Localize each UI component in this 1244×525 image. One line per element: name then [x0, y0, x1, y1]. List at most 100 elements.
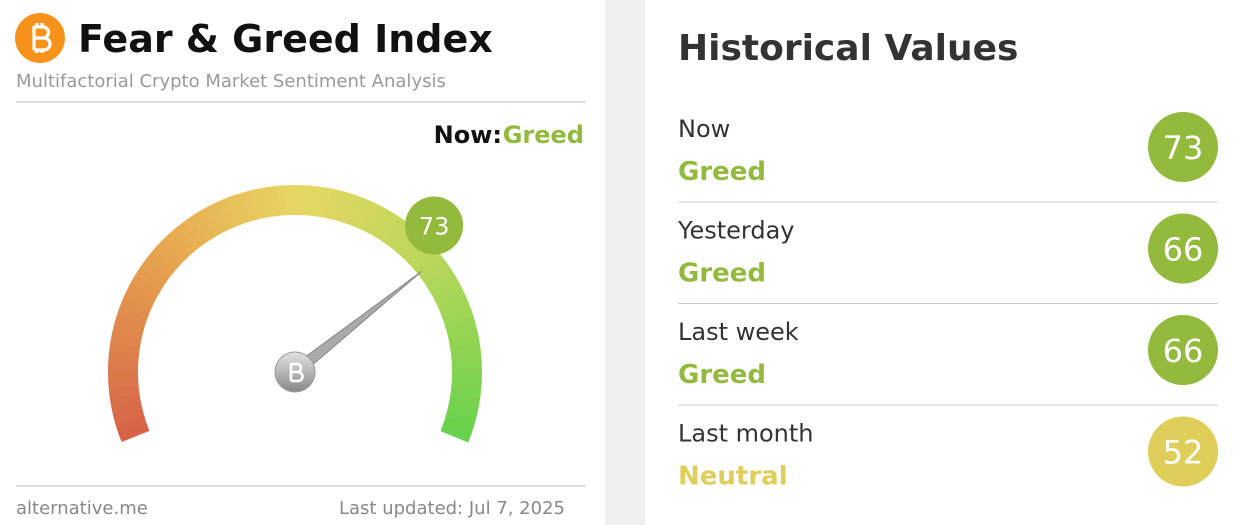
arc-segment: [444, 316, 477, 334]
arc-segment: [110, 333, 142, 349]
arc-segment: [126, 282, 158, 305]
arc-segment: [347, 195, 367, 228]
arc-segment: [156, 238, 185, 267]
arc-segment: [145, 252, 175, 279]
arc-segment: [425, 267, 456, 292]
arc-segment: [150, 245, 180, 272]
gauge-svg: Fear & Greed Index Multifactorial Crypto…: [15, 13, 586, 519]
arc-segment: [440, 423, 472, 443]
arc-segment: [139, 259, 170, 285]
arc-segment: [451, 378, 482, 390]
arc-segment: [115, 415, 147, 434]
arc-segment: [361, 202, 384, 234]
value: 73: [1163, 129, 1204, 167]
arc-segment: [130, 274, 161, 298]
source: alternative.me: [16, 498, 148, 519]
arc-segment: [443, 416, 475, 434]
arc-segment: [223, 195, 243, 227]
subtitle: Multifactorial Crypto Market Sentiment A…: [16, 71, 446, 92]
value-badge: [1148, 112, 1218, 182]
history-panel: Historical Values Now Greed 73 Yesterday Gre…: [645, 0, 1244, 525]
history-svg: Historical Values Now Greed 73 Yesterday Gre…: [677, 28, 1218, 492]
hub-glyph: [289, 362, 304, 383]
arc-segment: [135, 267, 166, 291]
arc-segment: [302, 185, 314, 216]
gauge-arc: [108, 184, 482, 443]
arc-segment: [111, 325, 144, 341]
arc-segment: [207, 202, 229, 234]
arc-segment: [122, 290, 154, 312]
arc-segment: [447, 401, 479, 417]
value-badge: [1148, 315, 1218, 385]
arc-segment: [108, 378, 139, 389]
classification: Greed: [678, 157, 766, 187]
arc-segment: [433, 283, 464, 305]
arc-segment: [415, 252, 446, 279]
arc-segment: [410, 245, 440, 273]
gauge-value: 73: [419, 213, 450, 241]
arc-segment: [445, 408, 477, 426]
arc-segment: [258, 186, 273, 219]
arc-segment: [184, 215, 209, 246]
period: Last week: [678, 318, 799, 346]
arc-segment: [448, 334, 480, 349]
arc-segment: [325, 188, 341, 220]
arc-segment: [163, 232, 191, 261]
arc-segment: [118, 423, 150, 443]
now-classification: Greed: [503, 121, 584, 149]
gauge-bubble: [405, 196, 464, 255]
arc-segment: [191, 211, 216, 242]
arc-segment: [176, 221, 203, 251]
arc-segment: [368, 206, 392, 238]
classification: Greed: [678, 360, 766, 390]
arc-segment: [276, 185, 288, 216]
history-title: Historical Values: [678, 28, 1018, 69]
arc-segment: [332, 190, 350, 222]
arc-segment: [249, 188, 265, 220]
arc-segment: [113, 316, 146, 334]
arc-segment: [375, 211, 399, 242]
arc-segment: [317, 187, 332, 219]
arc-segment: [442, 308, 474, 327]
arc-segment: [108, 385, 140, 399]
arc-segment: [449, 393, 481, 408]
period: Now: [678, 115, 730, 143]
arc-segment: [436, 291, 468, 312]
arc-segment: [451, 352, 482, 364]
arc-segment: [215, 198, 236, 230]
value: 52: [1163, 434, 1204, 472]
classification: Greed: [678, 259, 766, 289]
arc-segment: [420, 259, 451, 285]
arc-segment: [199, 206, 222, 238]
arc-segment: [108, 351, 139, 364]
bitcoin-glyph: [32, 23, 52, 53]
value: 66: [1163, 332, 1204, 370]
arc-segment: [169, 226, 197, 256]
arc-segment: [450, 386, 482, 399]
title: Fear & Greed Index: [78, 17, 493, 61]
period: Last month: [678, 420, 814, 448]
arc-segment: [116, 307, 148, 326]
arc-segment: [439, 299, 471, 319]
value: 66: [1163, 231, 1204, 269]
classification: Neutral: [678, 462, 788, 492]
now-label: Now:: [434, 121, 502, 149]
last-updated: Last updated: Jul 7, 2025: [339, 498, 565, 519]
arc-segment: [447, 325, 479, 341]
value-badge: [1148, 416, 1218, 487]
arc-segment: [109, 393, 141, 408]
arc-segment: [340, 192, 359, 225]
value-badge: [1148, 213, 1218, 284]
gauge-panel: Fear & Greed Index Multifactorial Crypto…: [0, 0, 605, 525]
arc-segment: [450, 343, 482, 357]
arc-segment: [113, 408, 145, 425]
arc-segment: [310, 185, 323, 217]
arc-segment: [232, 192, 251, 225]
period: Yesterday: [677, 217, 795, 245]
arc-segment: [119, 299, 151, 319]
arc-segment: [429, 275, 460, 298]
arc-segment: [109, 342, 140, 356]
arc-segment: [354, 199, 376, 231]
arc-segment: [111, 400, 143, 416]
